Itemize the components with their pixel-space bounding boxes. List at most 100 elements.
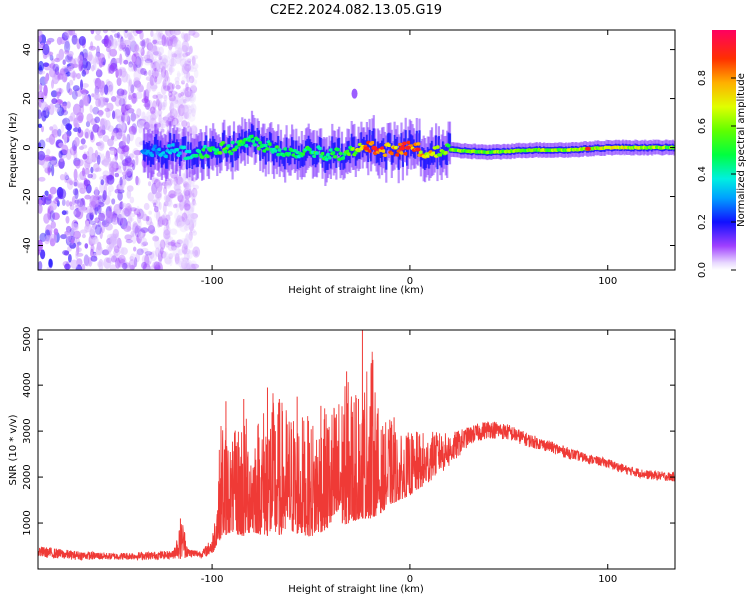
heatmap-cell [274, 145, 280, 149]
heatmap-cell [58, 48, 65, 61]
heatmap-cell [157, 219, 161, 228]
heatmap-cell [393, 145, 399, 150]
heatmap-cell [136, 248, 144, 256]
heatmap-cell [154, 237, 160, 250]
heatmap-cell [402, 141, 408, 146]
heatmap-cell [154, 206, 159, 213]
heatmap-cell [447, 132, 450, 151]
heatmap-cell [118, 42, 123, 52]
heatmap-cell [168, 66, 175, 73]
heatmap-cell [112, 38, 118, 49]
heatmap-cell [111, 198, 116, 205]
heatmap-cell [192, 184, 200, 190]
heatmap-cell [65, 225, 72, 233]
heatmap-cell [114, 233, 119, 245]
heatmap-cell [130, 253, 136, 260]
heatmap-cell [143, 70, 148, 76]
heatmap-cell [168, 255, 173, 267]
heatmap-cell [192, 31, 200, 38]
heatmap-cell [226, 144, 232, 148]
heatmap-cell [41, 125, 44, 133]
heatmap-cell [93, 163, 100, 173]
heatmap-cell [320, 138, 323, 154]
heatmap-cell [136, 83, 144, 93]
heatmap-cell [188, 231, 193, 241]
heatmap-cell [163, 224, 171, 236]
heatmap-cell [119, 42, 126, 50]
heatmap-cell [152, 177, 161, 183]
heatmap-cell [187, 105, 193, 116]
heatmap-cell [156, 210, 161, 222]
heatmap-cell [446, 144, 452, 148]
heatmap-cell [163, 201, 169, 207]
heatmap-cell [155, 67, 160, 74]
heatmap-cell [135, 252, 140, 263]
heatmap-cell [177, 98, 186, 109]
heatmap-cell [437, 136, 440, 153]
heatmap-bright-spot [414, 147, 421, 152]
heatmap-cell [425, 154, 431, 158]
heatmap-cell [193, 79, 198, 85]
heatmap-cell [164, 81, 171, 92]
heatmap-cell [70, 58, 76, 68]
heatmap-cell [132, 62, 136, 71]
colorbar: 0.0 0.2 0.4 0.6 0.8 Normalized spectral ampl… [697, 30, 747, 278]
heatmap-cell [169, 30, 175, 35]
heatmap-cell [99, 85, 105, 96]
heatmap-cell [175, 260, 181, 266]
heatmap-cell [190, 67, 198, 73]
heatmap-cell [150, 80, 158, 92]
heatmap-cell [163, 186, 168, 195]
heatmap-cell [78, 204, 86, 213]
heatmap-cell [163, 233, 170, 246]
heatmap-cell [85, 61, 92, 71]
heatmap-cell [135, 155, 139, 166]
heatmap-cell [121, 144, 130, 153]
colorbar-tick-label: 0.4 [697, 166, 708, 182]
heatmap-cell [180, 91, 184, 97]
heatmap-cell [101, 220, 108, 226]
heatmap-cell [143, 261, 147, 269]
heatmap-cell [186, 184, 192, 192]
heatmap-cell [157, 216, 164, 227]
heatmap-cell [86, 155, 92, 163]
heatmap-cell [107, 246, 113, 253]
heatmap-cell [38, 142, 42, 148]
heatmap-cell [325, 152, 331, 157]
heatmap-cell [102, 135, 110, 142]
heatmap-cell [124, 155, 132, 164]
heatmap-cell [252, 125, 255, 143]
heatmap-cell [395, 153, 401, 157]
heatmap-cell [418, 130, 421, 150]
heatmap-cell [133, 77, 140, 85]
heatmap-cell [164, 232, 172, 245]
heatmap-cell [140, 247, 149, 253]
heatmap-cell [176, 215, 183, 227]
heatmap-cell [60, 123, 65, 133]
heatmap-cell [171, 53, 178, 58]
heatmap-cell [157, 101, 163, 112]
heatmap-cell [68, 88, 73, 96]
heatmap-cell [164, 30, 168, 37]
heatmap-cell [183, 105, 190, 114]
heatmap-cell [59, 174, 66, 181]
heatmap-cell [135, 175, 139, 186]
heatmap-cell [172, 97, 177, 106]
heatmap-cell [328, 148, 334, 152]
heatmap-cell [166, 152, 169, 169]
heatmap-cell [44, 156, 52, 161]
heatmap-cell [175, 115, 184, 123]
heatmap-cell [187, 113, 196, 122]
heatmap-cell [267, 142, 273, 146]
heatmap-cell [408, 130, 411, 148]
heatmap-cell [182, 87, 186, 96]
heatmap-cell [66, 230, 72, 243]
heatmap-cell [108, 253, 115, 265]
heatmap-cell [38, 30, 43, 37]
heatmap-cell [176, 47, 183, 56]
heatmap-cell [149, 251, 155, 259]
heatmap-cell [153, 76, 157, 85]
heatmap-cell [147, 224, 156, 234]
heatmap-cell [102, 30, 108, 34]
heatmap-cell [252, 143, 258, 147]
